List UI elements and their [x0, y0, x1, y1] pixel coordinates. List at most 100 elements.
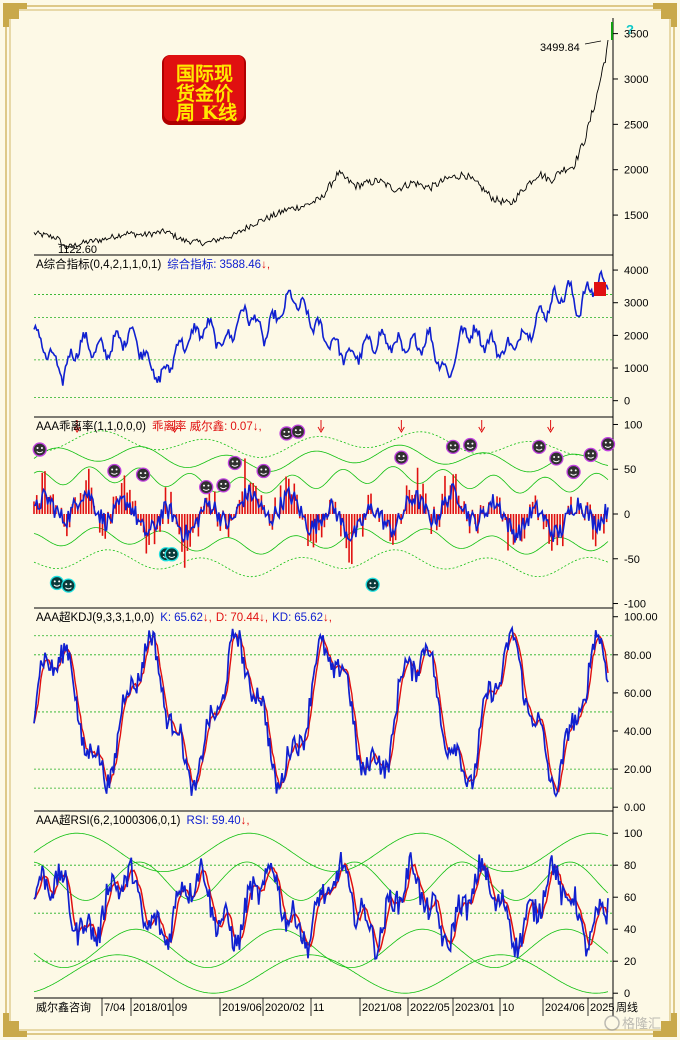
kdj-axis-tick-label: 20.00	[624, 764, 652, 776]
logo: 国际现 货金价 周 K线	[162, 55, 246, 125]
deviation-axis-tick-label: 0	[624, 509, 630, 521]
down-arrow-head-icon	[171, 426, 179, 433]
price-low-annotation: 1122.60	[58, 244, 97, 256]
smiley-marker-icon	[549, 451, 564, 466]
corner-ornament-icon	[653, 1013, 677, 1037]
deviation-band	[33, 527, 609, 555]
rsi-band	[33, 954, 609, 994]
composite-axis-tick-label: 0	[624, 396, 630, 408]
plot-structure	[34, 18, 614, 1016]
smiley-marker-icon	[216, 478, 231, 493]
logo-line-3: 周 K线	[176, 101, 237, 124]
date-tick-label: 2021/08	[362, 1002, 402, 1014]
smiley-marker-icon	[566, 464, 581, 480]
rsi-axis-tick-label: 0	[624, 988, 630, 1000]
composite-axis-tick-label: 3000	[624, 298, 648, 310]
kdj-k-line	[33, 625, 609, 798]
watermark-text: 格隆汇	[622, 1016, 661, 1031]
down-arrow-head-icon	[478, 426, 486, 433]
deviation-band	[33, 444, 609, 473]
price-axis-tick-label: 2000	[624, 165, 648, 177]
kdj-d-line	[33, 631, 609, 793]
date-tick-label: 周线	[616, 1000, 638, 1014]
rsi-title: AAA超RSI(6,2,1000306,0,1) RSI: 59.40↓,	[36, 813, 250, 827]
date-tick-label: 10	[502, 1002, 514, 1014]
deviation-band	[33, 430, 609, 458]
composite-indicator-marker	[594, 282, 606, 296]
deviation-band	[33, 466, 609, 494]
rsi-line	[33, 852, 609, 961]
price-axis-tick-label: 3500	[624, 29, 648, 41]
date-tick-label: 09	[175, 1002, 187, 1014]
rsi-axis-tick-label: 40	[624, 924, 636, 936]
smiley-marker-icon	[279, 426, 294, 441]
deviation-axis-tick-label: 100	[624, 419, 642, 431]
smiley-marker-icon	[445, 439, 461, 455]
decorative-border	[3, 3, 677, 1037]
composite-indicator-panel: 4000 3000 2000 1000 0 A综合指标(0,4,2,1,1,0,1) 综合…	[33, 257, 648, 408]
watermark-logo-icon	[604, 1015, 620, 1031]
date-tick-label: 2023/01	[455, 1002, 495, 1014]
deviation-axis-tick-label: -100	[624, 599, 646, 611]
date-tick-label: 2025	[590, 1002, 614, 1014]
kdj-axis-tick-label: 0.00	[624, 802, 645, 814]
logo-background	[164, 55, 244, 121]
date-tick-label: 11	[313, 1002, 324, 1014]
source-label: 威尔鑫咨询	[36, 1000, 91, 1014]
price-axis-tick-label: 3000	[624, 74, 648, 86]
date-tick-label: 2018/01	[133, 1002, 173, 1014]
deviation-band	[33, 549, 609, 578]
smiley-marker-icon	[227, 455, 243, 471]
kdj-axis-tick-label: 40.00	[624, 726, 652, 738]
rsi-axis-tick-label: 20	[624, 956, 636, 968]
rsi-axis-tick-label: 80	[624, 860, 636, 872]
logo-line-2: 货金价	[176, 82, 234, 105]
kdj-panel: 100.00 80.00 60.00 40.00 20.00 0.00 AAA超KDJ(9…	[33, 610, 658, 814]
rsi-axis-tick-label: 100	[624, 828, 642, 840]
deviation-axis-tick-label: -50	[624, 554, 640, 566]
price-axis-tick-label: 1500	[624, 210, 648, 222]
deviation-line	[33, 483, 609, 543]
composite-axis-tick-label: 2000	[624, 330, 648, 342]
smiley-marker-icon	[61, 578, 76, 593]
date-tick-label: 7/04	[104, 1002, 125, 1014]
price-high-annotation: 3499.84	[540, 42, 580, 54]
deviation-title: AAA乖离率(1,1,0,0,0) 乖离率 威尔鑫: 0.07↓,	[36, 419, 262, 433]
kdj-axis-tick-label: 80.00	[624, 650, 652, 662]
corner-ornament-icon	[3, 3, 27, 27]
kdj-axis-tick-label: 100.00	[624, 612, 658, 624]
date-tick-label: 2019/06	[222, 1002, 262, 1014]
down-arrow-head-icon	[317, 426, 325, 433]
rsi-band	[33, 832, 609, 872]
watermark: 格隆汇	[604, 1015, 661, 1031]
logo-line-1: 国际现	[176, 63, 233, 85]
date-axis: 威尔鑫咨询 7/04 2018/01 09 2019/06 2020/02 11 2021/0…	[36, 998, 638, 1016]
down-arrow-head-icon	[73, 426, 81, 433]
rsi-smooth-line	[33, 862, 609, 953]
price-line	[33, 39, 609, 250]
deviation-panel: 100 50 0 -50 -100 AAA乖离率(1,1,0,0,0) 乖离率 威尔鑫: 0…	[32, 419, 646, 611]
question-icon: ?	[626, 22, 634, 37]
kdj-title: AAA超KDJ(9,3,3,1,0,0) K: 65.62↓, D: 70.44↓, KD…	[36, 610, 332, 624]
rsi-band	[33, 928, 609, 968]
kdj-axis-tick-label: 60.00	[624, 688, 652, 700]
price-panel: 3500 3000 2500 2000 1500 3499.84 1122.60 ?	[33, 22, 648, 256]
smiley-marker-icon	[32, 442, 47, 457]
smiley-marker-icon	[290, 424, 306, 439]
smiley-marker-icon	[463, 437, 478, 453]
smiley-marker-icon	[49, 575, 65, 591]
smiley-marker-icon	[365, 577, 380, 592]
price-axis-tick-label: 2500	[624, 119, 648, 131]
smiley-marker-icon	[394, 450, 409, 465]
smiley-marker-icon	[583, 447, 598, 463]
smiley-marker-icon	[199, 479, 214, 495]
corner-ornament-icon	[3, 1013, 27, 1037]
smiley-marker-icon	[107, 463, 122, 479]
composite-indicator-line	[33, 269, 609, 386]
composite-indicator-title: A综合指标(0,4,2,1,1,0,1) 综合指标: 3588.46↓,	[36, 257, 270, 271]
corner-ornament-icon	[653, 3, 677, 27]
smiley-marker-icon	[135, 467, 151, 482]
rsi-panel: 100 80 60 40 20 0 AAA超RSI(6,2,1000306,0,1) RSI…	[33, 813, 642, 1000]
